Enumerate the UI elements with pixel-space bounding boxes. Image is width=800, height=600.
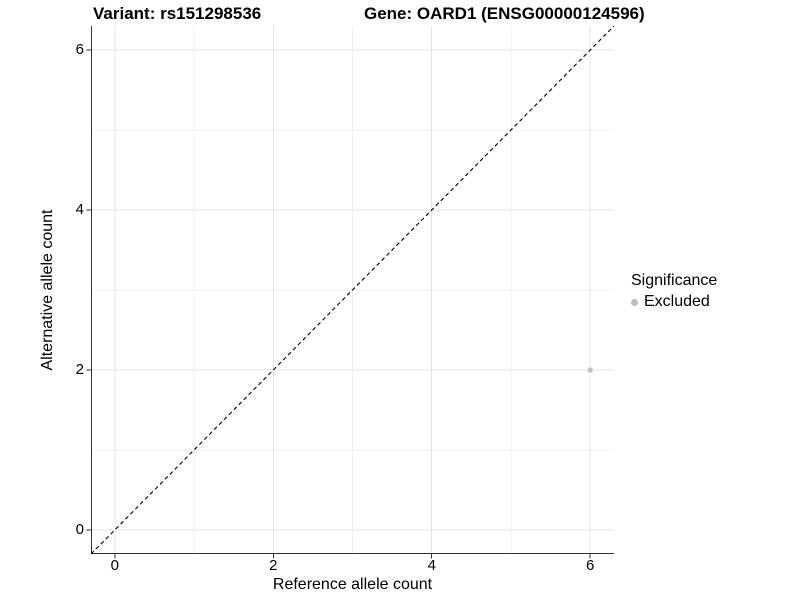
x-axis-title: Reference allele count [272, 576, 433, 593]
variant-title: Variant: rs151298536 [93, 4, 262, 23]
gene-title: Gene: OARD1 (ENSG00000124596) [364, 4, 645, 23]
y-axis-title: Alternative allele count [39, 209, 56, 371]
x-tick-label: 2 [269, 557, 278, 574]
x-tick-label: 4 [427, 557, 436, 574]
x-tick-label: 0 [110, 557, 119, 574]
data-point [587, 367, 593, 373]
scatter-plot-canvas [86, 25, 615, 559]
legend-item: Excluded [631, 293, 717, 311]
legend-key-dot-icon [631, 298, 638, 306]
legend: Significance Excluded [631, 272, 717, 311]
y-tick-label: 2 [75, 361, 84, 378]
y-tick-label: 4 [75, 201, 84, 218]
y-tick-label: 0 [75, 521, 84, 538]
legend-item-label: Excluded [644, 293, 710, 310]
identity-reference-line [90, 25, 615, 555]
plot-panel [86, 25, 615, 559]
x-tick-label: 6 [586, 557, 595, 574]
legend-title: Significance [631, 272, 718, 289]
y-tick-label: 6 [75, 41, 84, 58]
